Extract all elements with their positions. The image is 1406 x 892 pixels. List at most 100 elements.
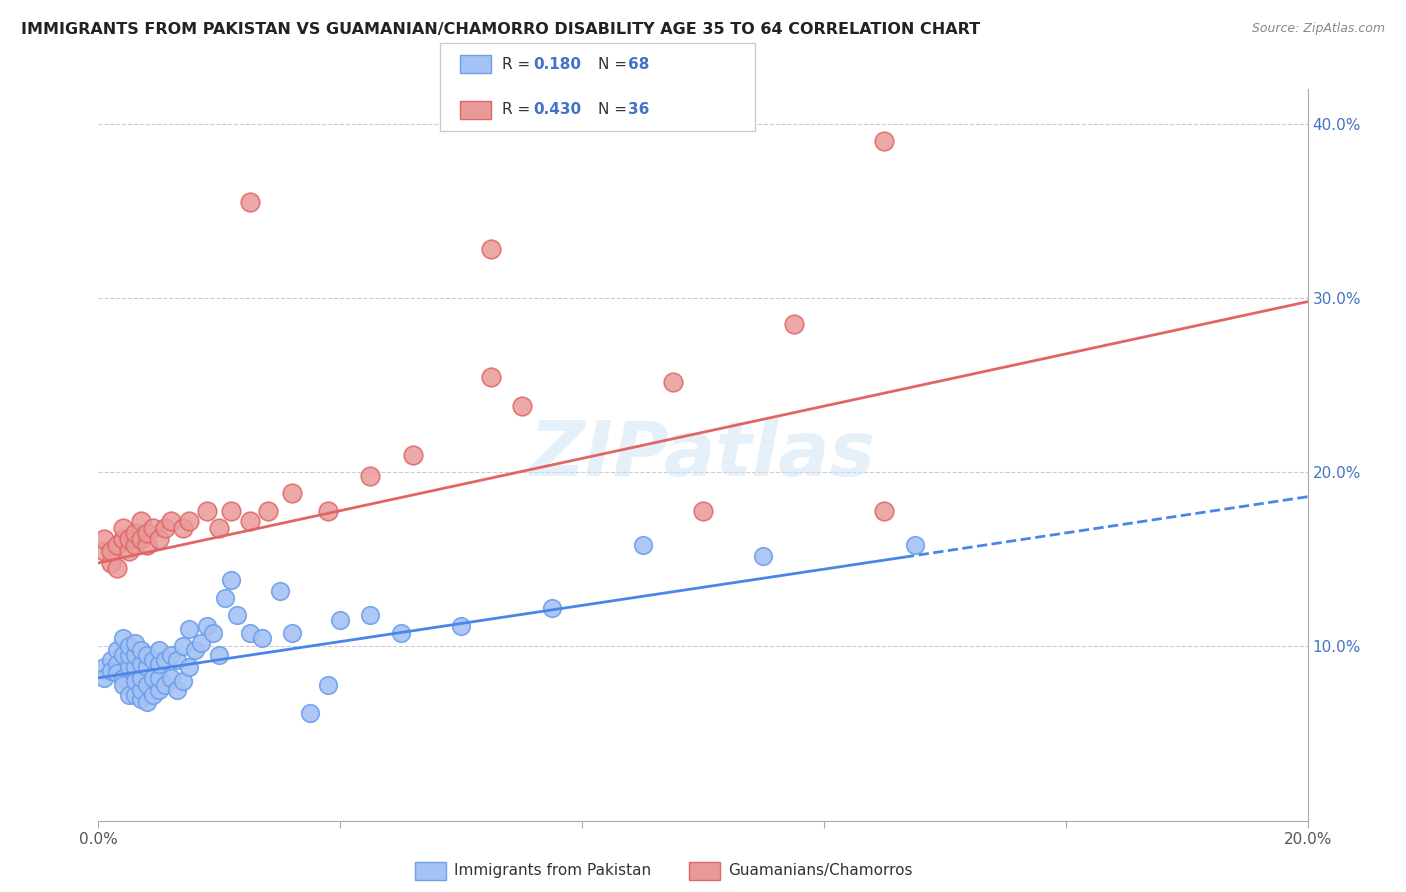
Point — [160, 671, 183, 685]
Point — [93, 671, 115, 685]
Point — [124, 688, 146, 702]
Point — [105, 657, 128, 671]
Point — [100, 653, 122, 667]
Point — [179, 514, 201, 528]
Point — [316, 678, 339, 692]
Point — [153, 521, 176, 535]
Point — [148, 683, 170, 698]
Point — [661, 375, 683, 389]
Point — [221, 574, 243, 588]
Point — [148, 643, 170, 657]
Point — [129, 691, 152, 706]
Point — [873, 135, 896, 149]
Point — [124, 526, 146, 541]
Point — [153, 653, 176, 667]
Point — [118, 543, 141, 558]
Point — [360, 608, 382, 623]
Point — [195, 503, 218, 517]
Point — [118, 532, 141, 546]
Point — [148, 671, 170, 685]
Point — [208, 521, 231, 535]
Point — [118, 688, 141, 702]
Point — [202, 625, 225, 640]
Point — [105, 561, 128, 575]
Point — [692, 503, 714, 517]
Point — [360, 468, 382, 483]
Point — [752, 549, 775, 563]
Point — [142, 653, 165, 667]
Point — [105, 539, 128, 553]
Point — [631, 539, 654, 553]
Point — [299, 706, 322, 720]
Point — [124, 660, 146, 674]
Text: R =: R = — [502, 57, 540, 71]
Point — [135, 660, 157, 674]
Point — [100, 664, 122, 678]
Text: 68: 68 — [628, 57, 650, 71]
Point — [105, 665, 128, 680]
Text: ZIPatlas: ZIPatlas — [530, 418, 876, 491]
Point — [124, 539, 146, 553]
Point — [153, 678, 176, 692]
Text: R =: R = — [502, 103, 540, 117]
Point — [111, 521, 134, 535]
Point — [481, 369, 503, 384]
Text: IMMIGRANTS FROM PAKISTAN VS GUAMANIAN/CHAMORRO DISABILITY AGE 35 TO 64 CORRELATI: IMMIGRANTS FROM PAKISTAN VS GUAMANIAN/CH… — [21, 22, 980, 37]
Text: N =: N = — [598, 103, 637, 117]
Text: 36: 36 — [628, 103, 650, 117]
Point — [208, 648, 231, 663]
Text: Guamanians/Chamorros: Guamanians/Chamorros — [728, 863, 912, 878]
Point — [190, 636, 212, 650]
Point — [148, 532, 170, 546]
Point — [118, 660, 141, 674]
Point — [148, 657, 170, 671]
Point — [124, 674, 146, 689]
Point — [129, 671, 152, 685]
Point — [118, 640, 141, 654]
Point — [111, 631, 134, 645]
Text: Source: ZipAtlas.com: Source: ZipAtlas.com — [1251, 22, 1385, 36]
Point — [129, 683, 152, 698]
Point — [250, 631, 273, 645]
Point — [160, 514, 183, 528]
Point — [111, 678, 134, 692]
Point — [195, 618, 218, 632]
Point — [510, 399, 533, 413]
Point — [93, 532, 115, 546]
Text: Immigrants from Pakistan: Immigrants from Pakistan — [454, 863, 651, 878]
Point — [142, 688, 165, 702]
Point — [179, 660, 201, 674]
Text: N =: N = — [598, 57, 637, 71]
Point — [166, 653, 188, 667]
Point — [124, 648, 146, 663]
Point — [239, 195, 262, 210]
Point — [129, 657, 152, 671]
Point — [540, 601, 562, 615]
Point — [226, 608, 249, 623]
Point — [256, 503, 278, 517]
Point — [93, 543, 115, 558]
Point — [100, 543, 122, 558]
Point — [904, 539, 927, 553]
Point — [316, 503, 339, 517]
Point — [105, 643, 128, 657]
Point — [172, 674, 194, 689]
Point — [329, 613, 352, 627]
Point — [111, 532, 134, 546]
Point — [281, 486, 304, 500]
Point — [142, 671, 165, 685]
Point — [450, 618, 472, 632]
Point — [135, 648, 157, 663]
Point — [111, 648, 134, 663]
Point — [239, 514, 262, 528]
Point — [239, 625, 262, 640]
Text: 0.180: 0.180 — [533, 57, 581, 71]
Point — [281, 625, 304, 640]
Point — [783, 318, 806, 332]
Point — [214, 591, 236, 605]
Point — [481, 243, 503, 257]
Point — [221, 503, 243, 517]
Point — [129, 643, 152, 657]
Point — [129, 514, 152, 528]
Point — [172, 521, 194, 535]
